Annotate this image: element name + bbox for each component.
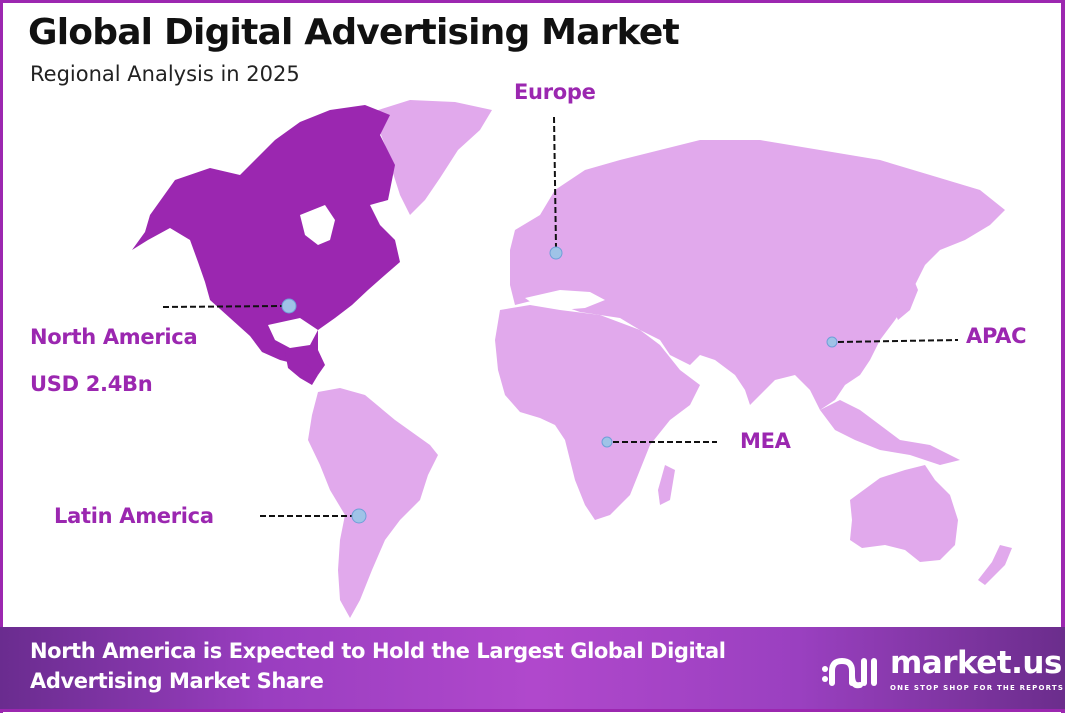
market-us-logo-icon xyxy=(822,657,877,689)
eurasia-shape xyxy=(510,140,1005,410)
north-america-marker[interactable] xyxy=(281,298,297,314)
apac-label: APAC xyxy=(966,324,1027,348)
southeast-asia-shape xyxy=(820,400,960,465)
madagascar-shape xyxy=(658,465,675,505)
mea-label: MEA xyxy=(740,429,791,453)
africa-shape xyxy=(495,305,700,520)
europe-marker[interactable] xyxy=(549,246,563,260)
banner-headline: North America is Expected to Hold the La… xyxy=(30,636,830,696)
europe-leader-line xyxy=(553,116,557,248)
banner-line-1: North America is Expected to Hold the La… xyxy=(30,639,726,663)
apac-leader-line xyxy=(837,339,959,343)
new-zealand-shape xyxy=(978,545,1012,585)
gulf-of-mexico xyxy=(268,318,318,348)
greenland-shape xyxy=(372,100,492,215)
page-subtitle: Regional Analysis in 2025 xyxy=(30,62,300,86)
europe-label: Europe xyxy=(514,80,596,104)
logo-tagline: ONE STOP SHOP FOR THE REPORTS xyxy=(890,684,1065,692)
south-america-shape xyxy=(308,388,438,618)
north-america-label: North America xyxy=(30,325,198,349)
latin-america-label: Latin America xyxy=(54,504,214,528)
central-america-shape xyxy=(285,352,318,385)
page-title: Global Digital Advertising Market xyxy=(28,12,680,53)
hudson-bay xyxy=(300,205,335,245)
apac-marker[interactable] xyxy=(826,336,838,348)
footer-banner: North America is Expected to Hold the La… xyxy=(0,627,1065,712)
world-map xyxy=(132,100,1012,618)
latin-america-marker[interactable] xyxy=(351,508,367,524)
australia-shape xyxy=(850,465,958,562)
north-america-shape xyxy=(132,105,400,375)
japan-shape xyxy=(893,275,918,320)
market-us-logo[interactable]: market.us ONE STOP SHOP FOR THE REPORTS xyxy=(820,645,1065,701)
logo-wordmark: market.us xyxy=(890,645,1062,681)
mea-marker[interactable] xyxy=(601,436,613,448)
mediterranean-sea xyxy=(525,290,605,310)
north-america-value: USD 2.4Bn xyxy=(30,372,153,396)
banner-line-2: Advertising Market Share xyxy=(30,669,324,693)
north-america-leader-line xyxy=(162,305,284,308)
